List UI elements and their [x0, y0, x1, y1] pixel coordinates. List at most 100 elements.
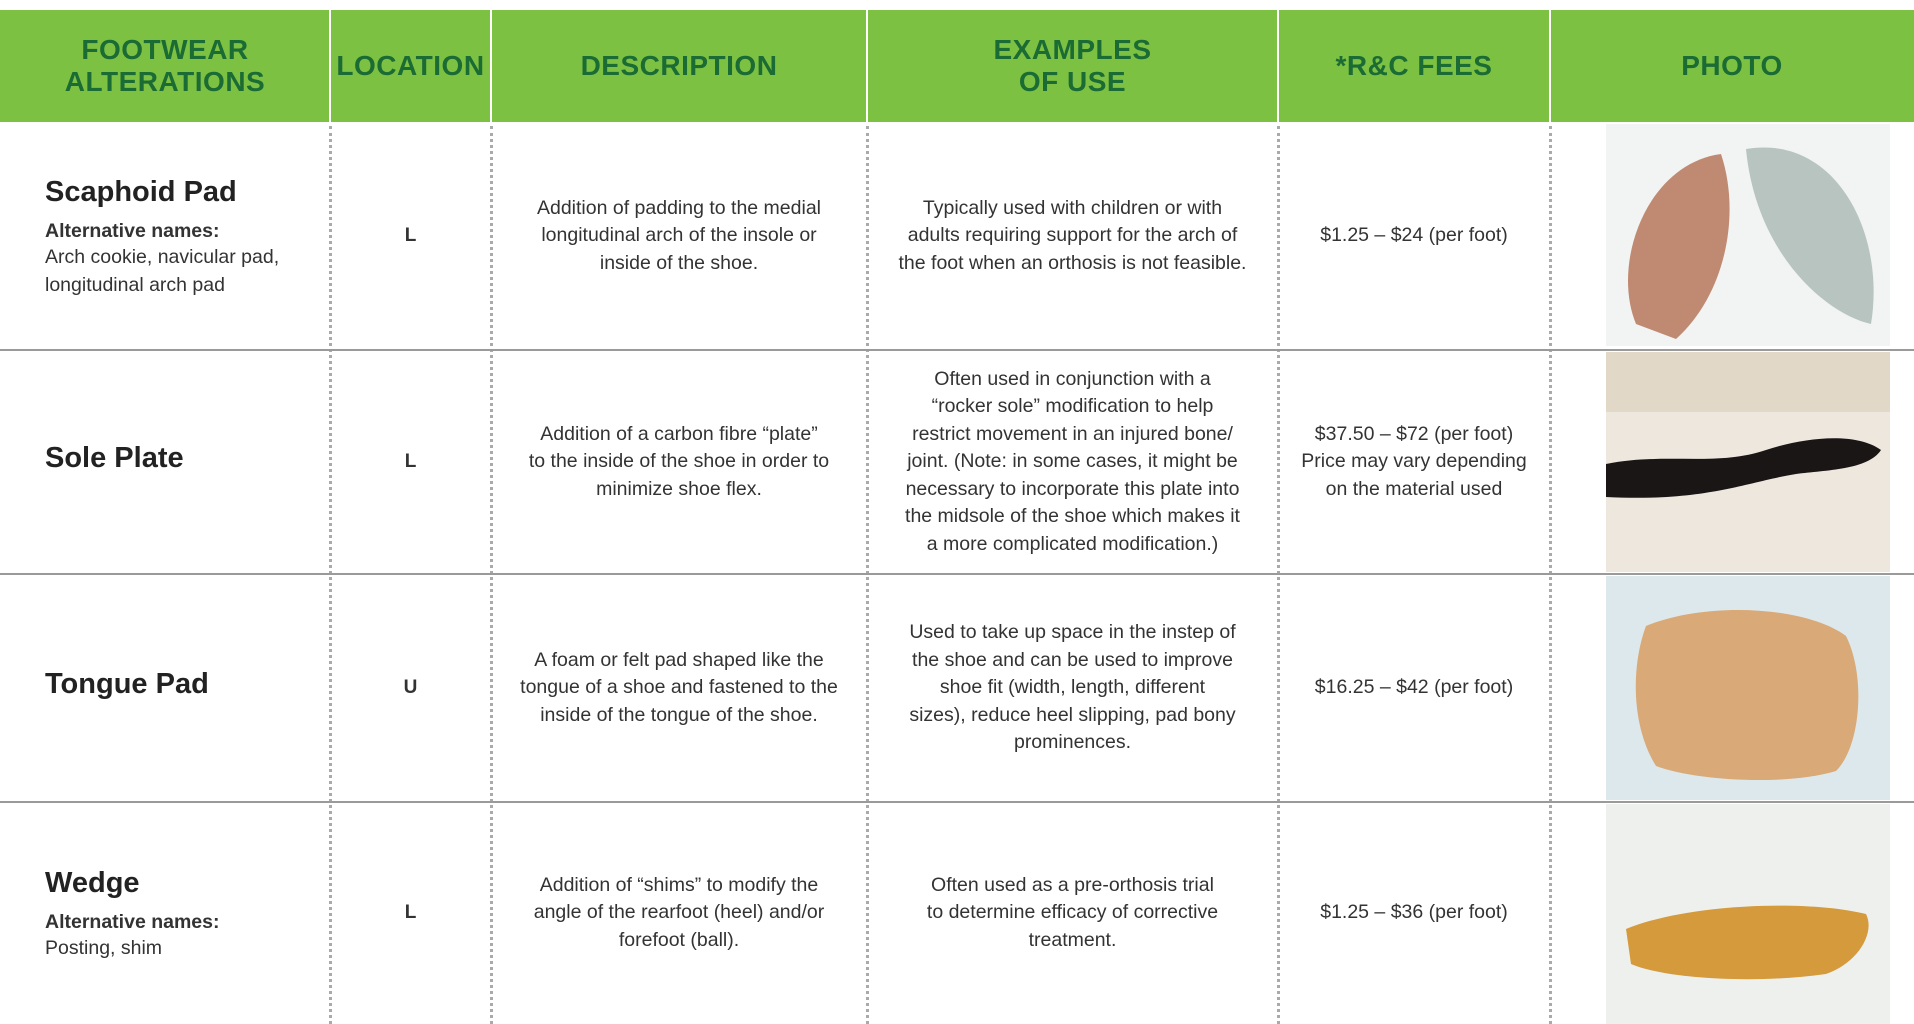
alteration-cell: Scaphoid Pad Alternative names: Arch cooki… — [0, 122, 330, 350]
fees-cell: $1.25 – $24 (per foot) — [1278, 122, 1550, 350]
examples-cell: Typically used with children or with adul… — [867, 122, 1278, 350]
fees-line: $1.25 – $36 (per foot) — [1320, 901, 1508, 924]
header-divider — [1549, 10, 1551, 122]
description-line: forefoot (ball). — [618, 928, 740, 951]
alteration-cell: Sole Plate — [0, 350, 330, 574]
column-divider — [1549, 126, 1552, 1024]
header-divider — [329, 10, 331, 122]
examples-line: Often used in conjunction with a — [934, 367, 1211, 390]
examples-line: shoe fit (width, length, different — [939, 676, 1206, 699]
header-cell: EXAMPLES OF USE — [867, 10, 1278, 122]
header-text: *R&C FEES — [1335, 50, 1493, 81]
description-line: tongue of a shoe and fastened to the — [520, 676, 838, 699]
location: U — [403, 677, 418, 699]
header-text: LOCATION — [336, 50, 485, 81]
alteration-cell: Wedge Alternative names: Posting, shim — [0, 802, 330, 1024]
fees-line: $1.25 – $24 (per foot) — [1320, 224, 1508, 247]
header-divider — [866, 10, 868, 122]
header-divider — [490, 10, 492, 122]
examples-line: to determine efficacy of corrective — [926, 901, 1219, 924]
examples-line: restrict movement in an injured bone/ — [912, 422, 1233, 445]
alteration-name: Tongue Pad — [45, 668, 209, 700]
examples-line: the shoe and can be used to improve — [912, 648, 1233, 671]
description-cell: Addition of a carbon fibre “plate” to the… — [491, 350, 867, 574]
examples-cell: Often used as a pre-orthosis trial to det… — [867, 802, 1278, 1024]
description-line: inside of the tongue of the shoe. — [540, 703, 818, 726]
column-divider — [866, 126, 869, 1024]
column-divider — [490, 126, 493, 1024]
alteration-name: Sole Plate — [45, 442, 184, 474]
fees-cell: $37.50 – $72 (per foot) Price may vary de… — [1278, 350, 1550, 574]
location: L — [404, 225, 417, 247]
alt-names: longitudinal arch pad — [45, 273, 225, 296]
header-cell: DESCRIPTION — [491, 10, 867, 122]
column-divider — [329, 126, 332, 1024]
column-divider — [1277, 126, 1280, 1024]
header-cell: LOCATION — [330, 10, 491, 122]
row-divider — [0, 349, 1914, 351]
fees-line: Price may vary depending — [1301, 450, 1527, 473]
header-cell: *R&C FEES — [1278, 10, 1550, 122]
header-text: FOOTWEAR — [81, 34, 249, 65]
header-text: DESCRIPTION — [580, 50, 778, 81]
examples-line: the midsole of the shoe which makes it — [905, 505, 1240, 528]
description-cell: Addition of “shims” to modify the angle o… — [491, 802, 867, 1024]
row-divider — [0, 801, 1914, 803]
examples-cell: Often used in conjunction with a “rocker … — [867, 350, 1278, 574]
description-cell: A foam or felt pad shaped like the tongue… — [491, 574, 867, 802]
header-cell: PHOTO — [1550, 10, 1914, 122]
photo-sole-plate — [1606, 352, 1890, 572]
fees-cell: $1.25 – $36 (per foot) — [1278, 802, 1550, 1024]
examples-cell: Used to take up space in the instep of th… — [867, 574, 1278, 802]
description-line: minimize shoe flex. — [596, 477, 762, 500]
location: L — [404, 902, 417, 924]
examples-line: Often used as a pre-orthosis trial — [931, 873, 1214, 896]
header-text: PHOTO — [1681, 50, 1783, 81]
row-divider — [0, 573, 1914, 575]
examples-line: adults requiring support for the arch of — [907, 224, 1238, 247]
examples-line: a more complicated modification.) — [926, 532, 1219, 555]
examples-line: prominences. — [1013, 731, 1132, 754]
alteration-name: Wedge — [45, 866, 140, 899]
examples-line: “rocker sole” modification to help — [931, 395, 1214, 418]
fees-line: $37.50 – $72 (per foot) — [1314, 422, 1514, 445]
header-text: OF USE — [1018, 66, 1127, 97]
header-divider — [1277, 10, 1279, 122]
fees-line: $16.25 – $42 (per foot) — [1314, 676, 1514, 699]
alt-names-label: Alternative names: — [45, 220, 220, 242]
description-line: A foam or felt pad shaped like the — [534, 648, 824, 671]
header-band — [0, 10, 1914, 122]
fees-cell: $16.25 – $42 (per foot) — [1278, 574, 1550, 802]
examples-line: joint. (Note: in some cases, it might be — [907, 450, 1238, 473]
alt-names-label: Alternative names: — [45, 910, 220, 933]
alt-names: Posting, shim — [45, 936, 163, 959]
description-cell: Addition of padding to the medial longitu… — [491, 122, 867, 350]
location: L — [404, 451, 417, 473]
alt-names: Arch cookie, navicular pad, — [45, 246, 280, 268]
header-cell: FOOTWEAR ALTERATIONS — [0, 10, 330, 122]
description-line: Addition of “shims” to modify the — [539, 873, 819, 896]
photo-tongue-pad — [1606, 576, 1890, 800]
examples-line: the foot when an orthosis is not feasibl… — [898, 251, 1247, 274]
header-text: EXAMPLES — [993, 34, 1152, 65]
photo-scaphoid-pad — [1606, 124, 1890, 346]
description-line: longitudinal arch of the insole or — [541, 224, 817, 247]
location-cell: L — [330, 122, 491, 350]
fees-line: on the material used — [1325, 477, 1503, 500]
examples-line: sizes), reduce heel slipping, pad bony — [909, 703, 1236, 726]
description-line: angle of the rearfoot (heel) and/or — [533, 901, 825, 924]
description-line: Addition of padding to the medial — [536, 196, 822, 219]
alteration-cell: Tongue Pad — [0, 574, 330, 802]
examples-line: Used to take up space in the instep of — [909, 621, 1236, 644]
location-cell: U — [330, 574, 491, 802]
alteration-name: Scaphoid Pad — [45, 176, 237, 208]
location-cell: L — [330, 350, 491, 574]
examples-line: necessary to incorporate this plate into — [905, 477, 1240, 500]
description-line: inside of the shoe. — [599, 251, 759, 274]
examples-line: treatment. — [1028, 928, 1117, 951]
location-cell: L — [330, 802, 491, 1024]
examples-line: Typically used with children or with — [922, 196, 1223, 219]
description-line: Addition of a carbon fibre “plate” — [540, 422, 818, 445]
description-line: to the inside of the shoe in order to — [528, 450, 830, 473]
